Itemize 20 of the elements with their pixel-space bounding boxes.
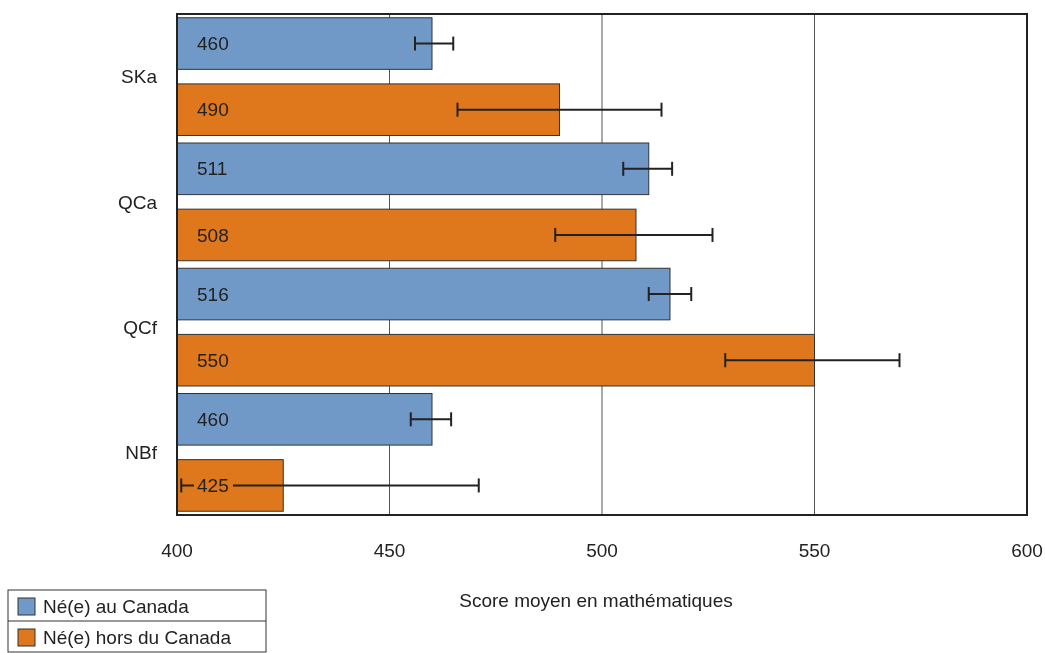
data-label: 550 (197, 349, 229, 371)
x-tick-label: 500 (586, 540, 618, 561)
data-label: 516 (197, 283, 229, 305)
y-tick-label: NBf (125, 442, 158, 464)
legend-label: Né(e) au Canada (43, 595, 190, 617)
data-label: 511 (197, 158, 228, 180)
legend-label: Né(e) hors du Canada (43, 626, 232, 648)
x-tick-label: 600 (1011, 540, 1043, 561)
x-tick-label: 400 (161, 540, 193, 561)
x-tick-label: 550 (798, 540, 831, 561)
data-label: 508 (197, 224, 229, 246)
data-label: 490 (197, 99, 229, 121)
x-tick-label: 450 (373, 540, 406, 561)
data-label: 425 (197, 475, 229, 497)
x-axis-title: Score moyen en mathématiques (459, 590, 733, 611)
y-tick-label: QCf (123, 316, 158, 338)
data-label: 460 (197, 33, 229, 55)
data-label: 460 (197, 408, 229, 430)
y-tick-label: QCa (117, 191, 158, 213)
y-tick-label: SKa (121, 66, 158, 88)
